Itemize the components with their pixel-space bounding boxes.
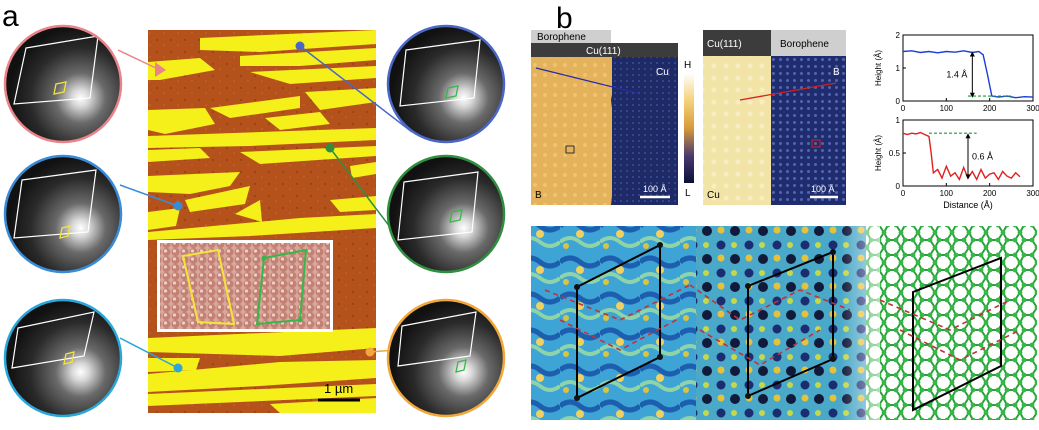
x-tick-label: 100 [940,104,954,113]
y-tick-label: 1 [896,116,901,125]
stm-left-tab-cu: Cu(111) [586,46,621,57]
y-tick-label: 0 [896,97,901,106]
y-tick-label: 1 [896,64,901,73]
colorbar-low-label: L [685,188,691,199]
stm-right-label-cu: Cu [707,190,720,201]
series-line [902,131,1021,181]
saed-pattern-1 [3,24,123,144]
arrow-head-bottom [965,174,971,180]
colorbar-high-label: H [684,60,691,71]
y-axis-label: Height (Å) [874,50,883,86]
x-tick-label: 300 [1026,104,1039,113]
stm-image-right: Cu(111) Borophene B Cu 100 Å [703,30,846,205]
stm-left-scale-label: 100 Å [643,184,667,194]
stm-right-tab-cu: Cu(111) [707,39,742,50]
afm-image: 1 µm [148,30,376,413]
y-axis-label: Height (Å) [874,135,883,171]
arrow-head-bottom [969,92,975,98]
saed-pattern-3 [3,298,123,418]
afm-scale-bar-label: 1 µm [324,381,353,396]
stm-image-left: Borophene Cu(111) Cu B 100 Å [531,30,678,205]
x-tick-label: 0 [901,189,906,198]
height-profile-chart-top: 0 100 200 300 0 1 2 Height (Å) 1.4 Å [874,31,1039,113]
arrow-head-top [969,51,975,57]
panel-a-label: a [2,0,19,33]
stm-left-tab-borophene: Borophene [537,32,586,43]
panel-b-label: b [556,2,573,35]
stm-right-tab-borophene: Borophene [780,39,829,50]
saed-pattern-2 [3,154,123,274]
step-height-annotation: 0.6 Å [972,151,993,161]
saed-pattern-4 [386,24,506,144]
stm-left-label-cu: Cu [656,67,669,78]
y-tick-label: 2 [896,31,901,40]
height-profile-chart-bottom: 0 100 200 300 0 0.5 1 Height (Å) Distance (Å) 0.6… [874,116,1039,210]
x-tick-label: 200 [983,104,997,113]
saed-pattern-6 [386,298,506,418]
stm-right-scale-label: 100 Å [811,184,835,194]
stm-left-label-b: B [535,190,542,201]
arrow-head-top [965,133,971,139]
atomic-model-inset [157,240,333,332]
y-tick-label: 0.5 [889,149,901,158]
height-colorbar: H L [684,60,694,199]
structure-composite [531,226,1037,420]
stm-right-label-b: B [833,67,840,78]
x-tick-label: 300 [1026,189,1039,198]
saed-pattern-5 [386,154,506,274]
unit-cell-model [912,256,1002,412]
plot-frame [902,34,1034,102]
x-tick-label: 0 [901,104,906,113]
x-tick-label: 200 [983,189,997,198]
y-tick-label: 0 [896,182,901,191]
step-height-annotation: 1.4 Å [946,70,967,80]
x-axis-label: Distance (Å) [943,200,993,210]
x-tick-label: 100 [940,189,954,198]
